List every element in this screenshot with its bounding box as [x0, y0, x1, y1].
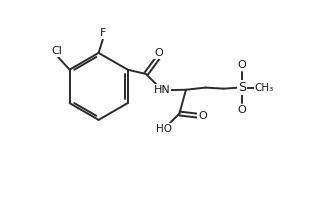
Text: F: F: [100, 29, 107, 38]
Text: Cl: Cl: [51, 46, 62, 56]
Text: HN: HN: [154, 85, 170, 95]
Text: O: O: [238, 105, 246, 115]
Text: CH₃: CH₃: [255, 83, 274, 93]
Text: O: O: [198, 111, 207, 121]
Text: O: O: [154, 48, 163, 58]
Text: S: S: [238, 81, 246, 94]
Text: O: O: [238, 60, 246, 70]
Text: HO: HO: [156, 124, 172, 134]
